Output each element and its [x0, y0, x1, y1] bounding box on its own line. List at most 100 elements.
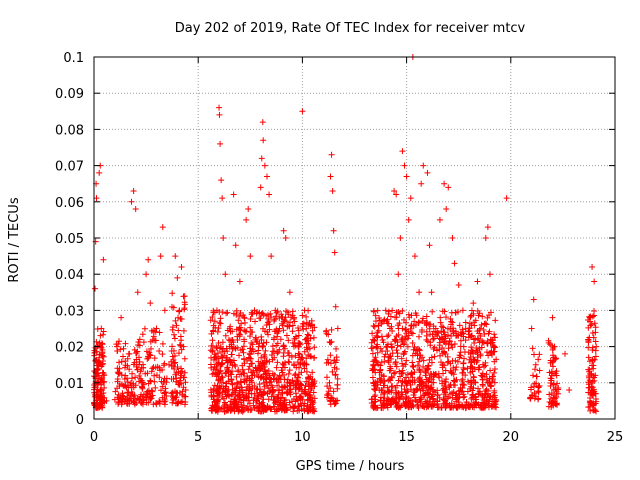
data-point [434, 404, 441, 411]
data-point [265, 374, 272, 381]
data-point [428, 354, 435, 361]
data-point [93, 195, 100, 202]
data-point [439, 377, 446, 384]
data-point [431, 371, 438, 378]
data-point [233, 311, 240, 318]
y-tick-label: 0.08 [55, 123, 84, 138]
data-point [113, 343, 120, 350]
data-point [141, 325, 148, 332]
data-point [484, 314, 491, 321]
data-point [157, 387, 164, 394]
data-point [258, 374, 265, 381]
data-point [453, 364, 460, 371]
data-point [279, 369, 286, 376]
data-point [97, 332, 104, 339]
data-point [480, 382, 487, 389]
data-point [481, 363, 488, 370]
data-point [451, 260, 458, 267]
data-point [276, 325, 283, 332]
data-point [552, 386, 559, 393]
data-point [450, 388, 457, 395]
data-point [416, 289, 423, 296]
data-point [182, 393, 189, 400]
data-point [545, 337, 552, 344]
data-point [225, 407, 232, 414]
data-point [439, 386, 446, 393]
data-point [329, 368, 336, 375]
data-point [405, 216, 412, 223]
data-point [125, 389, 132, 396]
data-point [131, 399, 138, 406]
data-point [334, 325, 341, 332]
data-point [247, 355, 254, 362]
data-point [152, 384, 159, 391]
data-point [398, 370, 405, 377]
data-point [464, 365, 471, 372]
y-tick-label: 0.06 [55, 196, 84, 211]
data-point [177, 399, 184, 406]
data-point [215, 350, 222, 357]
data-point [171, 360, 178, 367]
data-point [446, 383, 453, 390]
data-point [334, 375, 341, 382]
data-point [553, 388, 560, 395]
data-point [387, 355, 394, 362]
data-point [432, 331, 439, 338]
data-point [303, 325, 310, 332]
data-point [233, 401, 240, 408]
data-point [94, 326, 101, 333]
data-point [215, 339, 222, 346]
data-point [236, 331, 243, 338]
data-point [275, 406, 282, 413]
data-point [468, 395, 475, 402]
data-point [232, 345, 239, 352]
data-point [587, 401, 594, 408]
data-point [248, 360, 255, 367]
data-point [286, 359, 293, 366]
data-point [248, 369, 255, 376]
data-point [258, 354, 265, 361]
data-point [296, 351, 303, 358]
data-point [473, 344, 480, 351]
data-point [377, 345, 384, 352]
data-point [139, 331, 146, 338]
data-point [143, 391, 150, 398]
data-point [213, 398, 220, 405]
data-point [300, 326, 307, 333]
data-point [220, 379, 227, 386]
data-point [324, 391, 331, 398]
data-point [178, 346, 185, 353]
data-point [478, 372, 485, 379]
data-point [289, 403, 296, 410]
data-point [586, 313, 593, 320]
data-point [235, 367, 242, 374]
data-point [550, 381, 557, 388]
data-point [486, 271, 493, 278]
data-point [463, 398, 470, 405]
data-point [422, 390, 429, 397]
data-point [232, 242, 239, 249]
data-point [256, 389, 263, 396]
data-point [408, 329, 415, 336]
data-point [426, 242, 433, 249]
data-point [456, 322, 463, 329]
data-point [96, 169, 103, 176]
data-point [177, 342, 184, 349]
data-point [424, 398, 431, 405]
data-point [440, 329, 447, 336]
data-point [252, 318, 259, 325]
data-point [227, 323, 234, 330]
data-point [464, 378, 471, 385]
data-point [327, 395, 334, 402]
data-point [368, 339, 375, 346]
data-point [380, 390, 387, 397]
data-point [551, 343, 558, 350]
data-point [309, 401, 316, 408]
data-point [236, 331, 243, 338]
data-point [225, 378, 232, 385]
data-point [261, 383, 268, 390]
data-point [460, 343, 467, 350]
data-point [126, 350, 133, 357]
data-point [374, 343, 381, 350]
data-point [249, 372, 256, 379]
